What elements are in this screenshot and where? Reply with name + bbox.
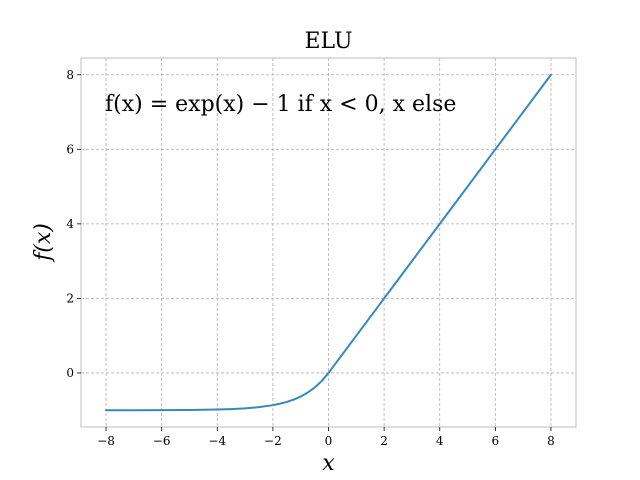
x-tick-label: 8 [547, 434, 555, 448]
y-axis-label: f(x) [31, 223, 56, 263]
x-tick-label: −8 [97, 434, 115, 448]
y-tick-label: 2 [66, 291, 74, 305]
x-tick-label: −2 [264, 434, 282, 448]
x-tick-label: 2 [380, 434, 388, 448]
x-tick-label: 4 [436, 434, 444, 448]
formula-annotation: f(x) = exp(x) − 1 if x < 0, x else [105, 92, 456, 117]
y-tick-label: 6 [66, 142, 74, 156]
x-tick-label: 0 [325, 434, 333, 448]
elu-line [105, 73, 552, 412]
x-tick-label: −4 [208, 434, 226, 448]
x-tick-label: 6 [492, 434, 500, 448]
x-axis-label: x [322, 451, 335, 476]
ticks: −8 −6 −4 −2 0 2 4 6 8 0 2 4 6 8 [66, 68, 554, 448]
x-tick-label: −6 [153, 434, 171, 448]
chart-title: ELU [304, 29, 352, 54]
y-tick-label: 8 [66, 68, 74, 82]
y-tick-label: 4 [66, 217, 74, 231]
plot-area: −8 −6 −4 −2 0 2 4 6 8 0 2 4 6 8 [66, 57, 577, 448]
y-tick-label: 0 [66, 366, 74, 380]
